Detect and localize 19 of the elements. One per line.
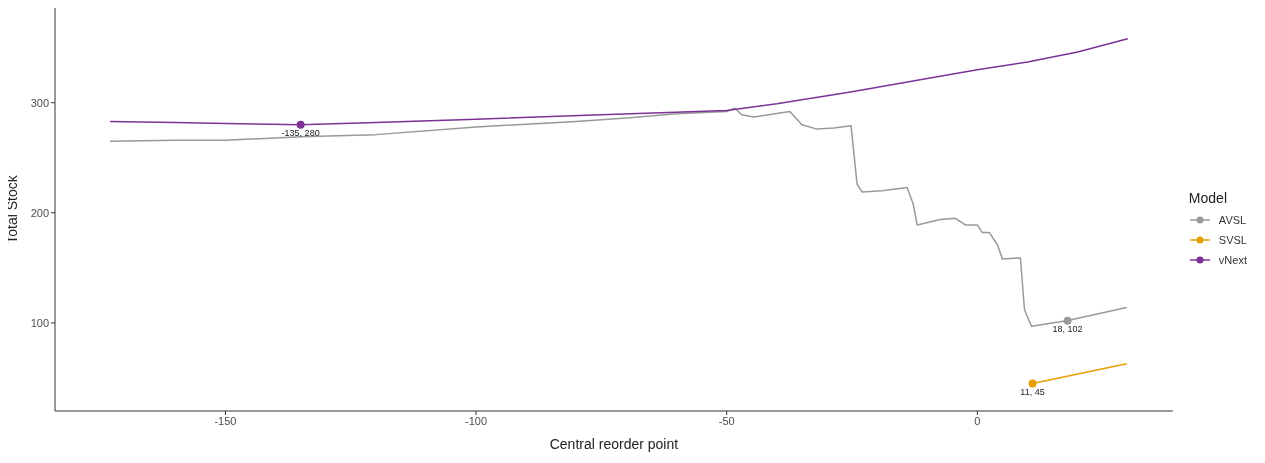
legend-label: AVSL — [1217, 213, 1247, 226]
x-tick-label: 0 — [974, 414, 981, 427]
annotation: 18, 102 — [1052, 324, 1083, 335]
legend-label: SVSL — [1217, 233, 1247, 246]
legend-label: vNext — [1217, 253, 1247, 266]
legend-title: Model — [1188, 189, 1228, 206]
x-tick-label: -50 — [718, 414, 735, 427]
point — [1063, 316, 1072, 325]
x-tick-label: -150 — [214, 414, 237, 427]
y-tick-label: 200 — [30, 206, 49, 219]
point — [1028, 379, 1037, 388]
y-tick-label: 100 — [30, 316, 49, 329]
x-tick-label: -100 — [465, 414, 488, 427]
annotation: -135, 280 — [281, 128, 320, 139]
line-series — [109, 107, 1128, 327]
y-tick-label: 300 — [30, 96, 49, 109]
point — [296, 120, 305, 129]
annotation: 11, 45 — [1020, 386, 1045, 397]
x-axis-title: Central reorder point — [549, 436, 679, 452]
